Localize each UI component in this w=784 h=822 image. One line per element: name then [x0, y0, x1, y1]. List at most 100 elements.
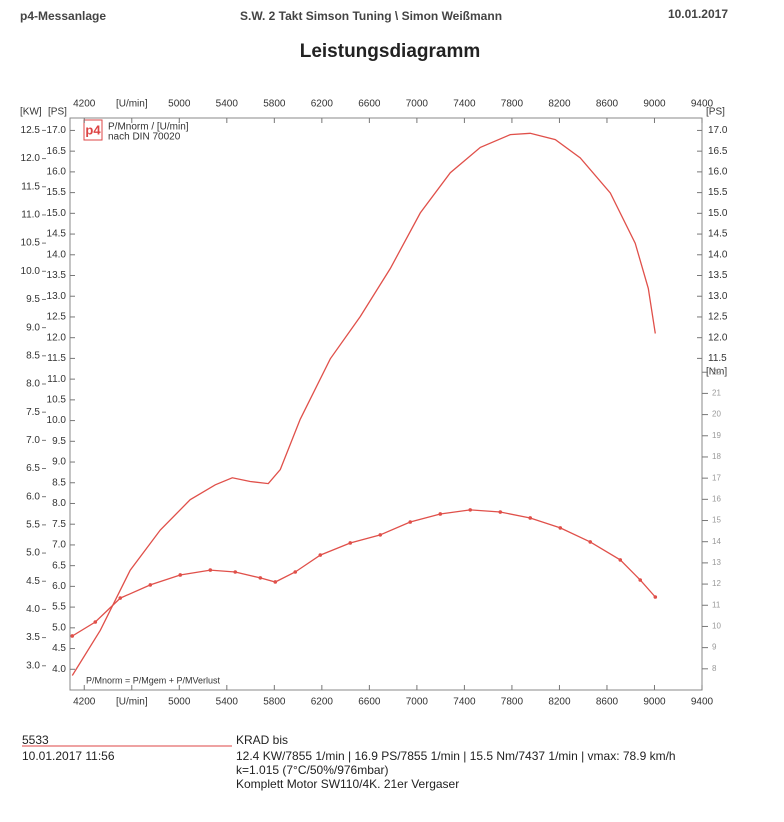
- y2-tick-label: 9: [712, 643, 717, 652]
- y-tick-label: 9.0: [52, 457, 66, 468]
- y-right-tick-label: 13.0: [708, 291, 728, 302]
- footer-results: 12.4 KW/7855 1/min | 16.9 PS/7855 1/min …: [236, 749, 676, 763]
- y2-tick-label: 15: [712, 516, 721, 525]
- kw-tick-label: 11.5: [21, 181, 40, 192]
- x-tick-label-top: 8200: [548, 99, 571, 110]
- ps-unit-right: [PS]: [706, 107, 725, 118]
- y-tick-label: 16.5: [47, 146, 67, 157]
- ps-unit: [PS]: [48, 107, 67, 118]
- y-right-tick-label: 15.0: [708, 208, 728, 219]
- point: [498, 510, 503, 514]
- x-tick-label: 6200: [311, 697, 334, 708]
- y-tick-label: 17.0: [47, 125, 67, 136]
- point: [408, 520, 413, 524]
- y-tick-label: 11.5: [47, 353, 66, 364]
- y-tick-label: 14.5: [47, 229, 67, 240]
- y-tick-label: 13.5: [47, 270, 67, 281]
- y-right-tick-label: 13.5: [708, 270, 728, 281]
- y-tick-label: 9.5: [52, 436, 66, 447]
- point: [558, 526, 563, 530]
- header-center: S.W. 2 Takt Simson Tuning \ Simon Weißma…: [240, 9, 502, 23]
- point: [438, 512, 443, 516]
- x-tick-label-top: 9400: [691, 99, 714, 110]
- y-tick-label: 7.5: [52, 519, 66, 530]
- point: [258, 576, 263, 580]
- kw-tick-label: 4.0: [26, 604, 40, 615]
- x-tick-label: 7000: [406, 697, 429, 708]
- point: [588, 540, 593, 544]
- y-right-tick-label: 17.0: [708, 125, 728, 136]
- y-tick-label: 5.5: [52, 602, 66, 613]
- point: [528, 516, 533, 520]
- y2-tick-label: 22: [712, 367, 721, 376]
- y2-tick-label: 16: [712, 494, 721, 503]
- y-tick-label: 8.0: [52, 498, 66, 509]
- y-tick-label: 15.0: [47, 208, 67, 219]
- footer-correction: k=1.015 (7°C/50%/976mbar): [236, 763, 389, 777]
- y-tick-label: 16.0: [47, 167, 67, 178]
- kw-tick-label: 5.5: [26, 520, 40, 531]
- kw-tick-label: 11.0: [21, 210, 40, 221]
- y-right-tick-label: 15.5: [708, 187, 728, 198]
- point: [273, 580, 278, 584]
- y2-tick-label: 17: [712, 473, 721, 482]
- legend-line1: P/Mnorm / [U/min]: [108, 122, 189, 133]
- kw-unit: [KW]: [20, 107, 42, 118]
- curve: [71, 132, 656, 676]
- y-tick-label: 8.5: [52, 477, 66, 488]
- kw-tick-label: 7.0: [26, 435, 40, 446]
- x-tick-label: 5800: [263, 697, 286, 708]
- x-tick-label-top: 5400: [216, 99, 239, 110]
- y2-tick-label: 20: [712, 410, 721, 419]
- footer-id: 5533: [22, 733, 49, 747]
- point: [618, 558, 623, 562]
- nm-unit: [Nm]: [706, 367, 727, 378]
- y-tick-label: 6.5: [52, 560, 66, 571]
- x-tick-label: 9400: [691, 697, 714, 708]
- x-tick-label-top: 6600: [358, 99, 381, 110]
- x-tick-label: 5400: [216, 697, 239, 708]
- kw-tick-label: 3.5: [26, 632, 40, 643]
- x-tick-label-top: 5000: [168, 99, 191, 110]
- x-tick-label: 9000: [643, 697, 666, 708]
- plot-frame: [69, 117, 703, 691]
- legend-line2: nach DIN 70020: [108, 132, 181, 143]
- y-tick-label: 10.5: [47, 394, 67, 405]
- y2-tick-label: 11: [712, 600, 721, 609]
- x-tick-label-top: 7400: [453, 99, 476, 110]
- kw-tick-label: 4.5: [26, 576, 40, 587]
- y-tick-label: 13.0: [47, 291, 67, 302]
- kw-tick-label: 3.0: [26, 660, 40, 671]
- logo-box: [83, 119, 103, 141]
- point: [93, 620, 98, 624]
- y-right-tick-label: 12.5: [708, 312, 728, 323]
- y2-tick-label: 21: [712, 389, 721, 398]
- y-tick-label: 12.0: [47, 332, 67, 343]
- y2-tick-label: 10: [712, 622, 721, 631]
- y2-tick-label: 19: [712, 431, 721, 440]
- y-right-tick-label: 11.5: [708, 353, 727, 364]
- x-tick-label-top: [U/min]: [116, 99, 148, 110]
- y2-tick-label: 14: [712, 537, 721, 546]
- y-tick-label: 12.5: [47, 312, 67, 323]
- point: [233, 570, 238, 574]
- kw-tick-label: 5.0: [26, 548, 40, 559]
- kw-tick-label: 10.5: [21, 238, 41, 249]
- y-tick-label: 4.0: [52, 664, 66, 675]
- x-tick-label: 7400: [453, 697, 476, 708]
- point: [178, 573, 183, 577]
- y-right-tick-label: 14.5: [708, 229, 728, 240]
- x-tick-label-top: 7800: [501, 99, 524, 110]
- kw-tick-label: 12.5: [21, 125, 41, 136]
- y-tick-label: 15.5: [47, 187, 67, 198]
- x-tick-label-top: 9000: [643, 99, 666, 110]
- y-right-tick-label: 14.0: [708, 249, 728, 260]
- y-tick-label: 7.0: [52, 540, 66, 551]
- y2-tick-label: 12: [712, 579, 721, 588]
- kw-tick-label: 9.0: [26, 322, 40, 333]
- kw-tick-label: 6.5: [26, 463, 40, 474]
- y-tick-label: 14.0: [47, 249, 67, 260]
- header-left: p4-Messanlage: [20, 9, 106, 23]
- point: [208, 568, 213, 572]
